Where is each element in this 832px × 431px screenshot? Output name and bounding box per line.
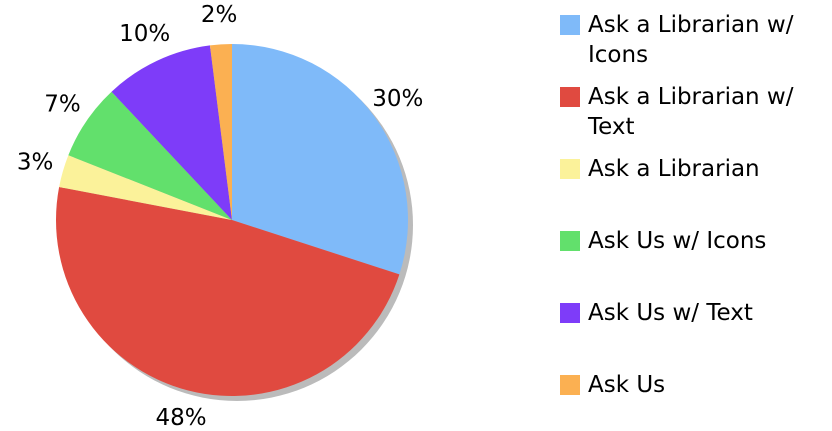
legend-item: Ask Us w/ Icons — [560, 226, 830, 256]
slice-label: 30% — [372, 86, 423, 112]
legend-item: Ask a Librarian w/ Icons — [560, 10, 830, 70]
legend-swatch — [560, 87, 580, 107]
pie-slice — [232, 44, 408, 275]
legend-label: Ask Us — [588, 372, 666, 398]
legend-swatch — [560, 375, 580, 395]
legend-label: Ask Us w/ Text — [588, 300, 753, 326]
pie-slice — [59, 155, 232, 220]
legend-item: Ask a Librarian w/ Text — [560, 82, 830, 142]
legend-label: Ask a Librarian w/ Text — [588, 84, 794, 140]
legend-swatch — [560, 231, 580, 251]
pie-slice — [209, 44, 232, 220]
slice-label: 2% — [201, 2, 238, 28]
legend-label: Ask Us w/ Icons — [588, 228, 767, 254]
slice-label: 3% — [17, 149, 54, 175]
legend-item: Ask a Librarian — [560, 154, 830, 184]
legend-item: Ask Us w/ Text — [560, 298, 830, 328]
legend-swatch — [560, 15, 580, 35]
legend-label: Ask a Librarian — [588, 156, 760, 182]
legend-label: Ask a Librarian w/ Icons — [588, 12, 794, 68]
slice-label: 10% — [119, 21, 170, 47]
pie-area: 30% 48% 3% 7% 10% 2% — [17, 2, 424, 431]
pie-slice — [111, 45, 232, 220]
legend-swatch — [560, 159, 580, 179]
pie-slice — [55, 187, 400, 397]
legend-swatch — [560, 303, 580, 323]
slice-label: 7% — [44, 91, 81, 117]
slice-label: 48% — [155, 405, 206, 431]
legend-item: Ask Us — [560, 370, 830, 400]
pie-slice — [68, 91, 232, 220]
